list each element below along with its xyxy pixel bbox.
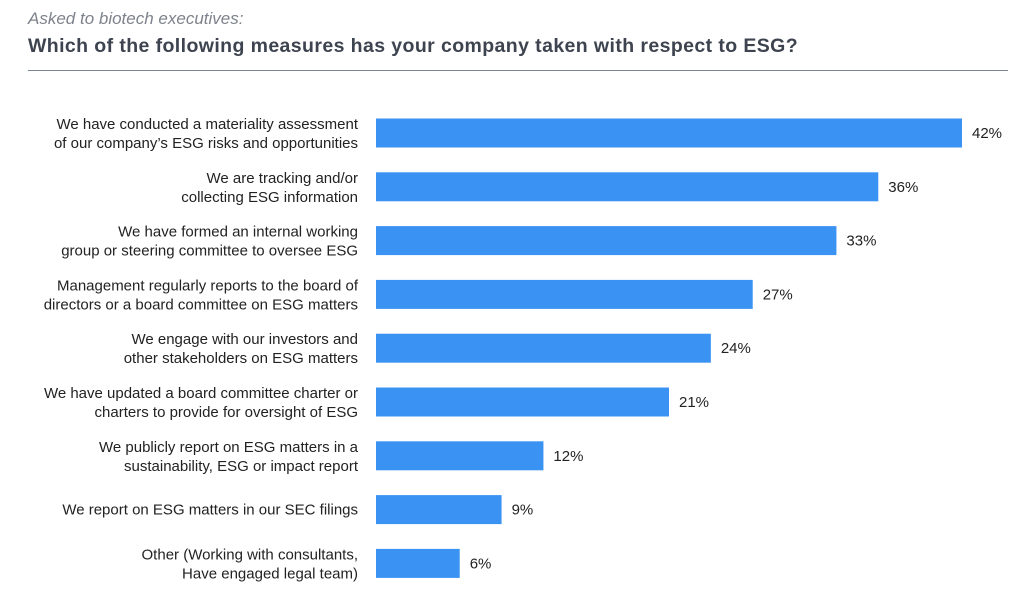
data-label: 21% [679,394,709,411]
category-label: We engage with our investors and [131,331,358,348]
title-divider [28,70,1008,71]
category-label: collecting ESG information [181,189,358,206]
chart-subtitle: Asked to biotech executives: [28,9,244,28]
category-label: other stakeholders on ESG matters [124,350,358,367]
bar [376,118,962,148]
category-label: group or steering committee to oversee E… [61,243,358,260]
data-label: 36% [888,179,918,196]
chart-title: Which of the following measures has your… [28,35,799,57]
bar [376,441,544,471]
category-label: sustainability, ESG or impact report [124,458,359,475]
category-label: We report on ESG matters in our SEC fili… [62,502,358,519]
category-label: We have formed an internal working [118,224,358,241]
bar [376,226,837,256]
data-label: 24% [721,340,751,357]
data-label: 12% [553,448,583,465]
category-label: We have updated a board committee charte… [44,385,358,402]
data-label: 33% [846,233,876,250]
bar [376,495,502,525]
category-label: directors or a board committee on ESG ma… [44,296,358,313]
category-label: of our company’s ESG risks and opportuni… [54,135,358,152]
category-label: Management regularly reports to the boar… [57,277,359,294]
data-label: 27% [763,286,793,303]
category-label: Have engaged legal team) [182,565,358,582]
data-label: 6% [470,555,492,572]
data-label: 42% [972,125,1002,142]
category-label: We are tracking and/or [207,170,358,187]
bar [376,333,711,363]
data-label: 9% [512,502,534,519]
bar [376,279,753,309]
bar [376,548,460,578]
category-label: We publicly report on ESG matters in a [99,439,359,456]
category-label: Other (Working with consultants, [142,546,358,563]
category-label: charters to provide for oversight of ESG [95,404,358,421]
category-label: We have conducted a materiality assessme… [56,116,358,133]
bar [376,172,879,202]
bar [376,387,669,417]
